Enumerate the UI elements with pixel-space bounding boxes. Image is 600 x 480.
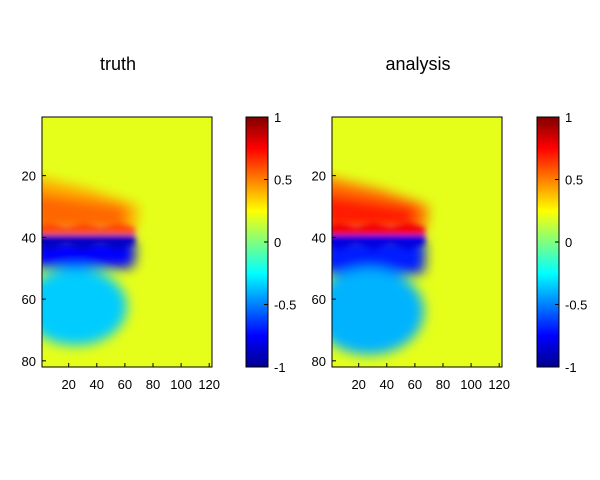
heatmap-positive-tongue-core bbox=[332, 193, 417, 230]
colorbar-tick-label: -1 bbox=[565, 360, 577, 375]
colorbar-tick-label: -0.5 bbox=[274, 298, 296, 313]
x-tick-label: 60 bbox=[118, 377, 132, 392]
y-tick-label: 60 bbox=[312, 292, 326, 307]
x-tick-label: 60 bbox=[408, 377, 422, 392]
panel-title: truth bbox=[100, 54, 136, 74]
colorbar-tick-label: 1 bbox=[274, 110, 281, 125]
heatmap-negative-pool bbox=[42, 268, 127, 346]
y-tick-label: 40 bbox=[312, 230, 326, 245]
panel-0: truth 20 40 60 80 100 120 20 40 60 80 1 0.5 0 -0.5 -1 bbox=[22, 54, 297, 392]
colorbar-tick-label: 0.5 bbox=[565, 173, 583, 188]
x-tick-label: 100 bbox=[460, 377, 482, 392]
axes-box bbox=[331, 116, 503, 368]
x-tick-label: 120 bbox=[488, 377, 510, 392]
y-tick-label: 80 bbox=[312, 354, 326, 369]
y-tick-label: 20 bbox=[312, 169, 326, 184]
heatmap-positive-tongue-core bbox=[42, 193, 127, 230]
colorbar-tick-label: 0.5 bbox=[274, 173, 292, 188]
panel-1: analysis 20 40 60 80 100 120 20 40 60 80 1 0.5 0 -0.5 -… bbox=[312, 54, 588, 392]
front-negative-edge bbox=[332, 235, 425, 251]
x-tick-label: 20 bbox=[351, 377, 365, 392]
front-negative-edge bbox=[42, 235, 135, 251]
heatmap-field bbox=[42, 117, 212, 367]
panel-title: analysis bbox=[385, 54, 450, 74]
colorbar-tick-label: 0 bbox=[565, 235, 572, 250]
x-tick-label: 80 bbox=[146, 377, 160, 392]
y-tick-label: 80 bbox=[22, 354, 36, 369]
x-tick-label: 20 bbox=[61, 377, 75, 392]
x-tick-label: 80 bbox=[436, 377, 450, 392]
x-tick-label: 100 bbox=[170, 377, 192, 392]
heatmap-field bbox=[332, 117, 502, 367]
x-tick-label: 40 bbox=[90, 377, 104, 392]
colorbar-tick-label: 0 bbox=[274, 235, 281, 250]
y-tick-label: 20 bbox=[22, 169, 36, 184]
y-tick-label: 40 bbox=[22, 230, 36, 245]
y-tick-label: 60 bbox=[22, 292, 36, 307]
colorbar-tick-label: -1 bbox=[274, 360, 286, 375]
colorbar-tick-label: -0.5 bbox=[565, 298, 587, 313]
x-tick-label: 120 bbox=[198, 377, 220, 392]
x-tick-label: 40 bbox=[380, 377, 394, 392]
axes-box bbox=[41, 116, 213, 368]
front-positive-edge bbox=[42, 222, 135, 235]
front-positive-edge bbox=[332, 222, 425, 235]
colorbar-tick-label: 1 bbox=[565, 110, 572, 125]
heatmap-negative-pool bbox=[332, 268, 424, 355]
